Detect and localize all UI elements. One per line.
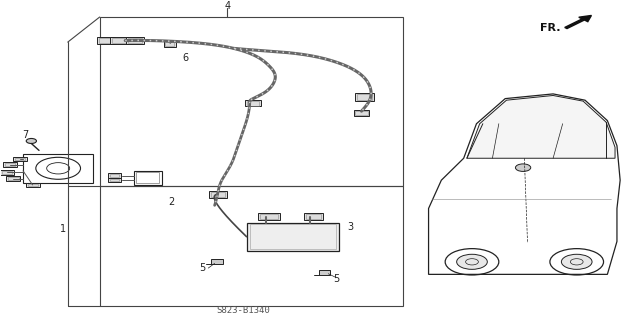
- FancyArrow shape: [564, 15, 591, 29]
- Text: 5: 5: [333, 274, 339, 284]
- Text: 1: 1: [60, 224, 67, 234]
- Text: S823-B1340: S823-B1340: [216, 306, 270, 315]
- Bar: [108, 178, 121, 182]
- Bar: [3, 162, 17, 167]
- Bar: [5, 163, 15, 166]
- Bar: [110, 179, 119, 181]
- Bar: [6, 176, 20, 181]
- Bar: [110, 174, 119, 177]
- Bar: [355, 111, 367, 115]
- Bar: [245, 100, 261, 107]
- Bar: [306, 214, 321, 219]
- Bar: [128, 38, 142, 43]
- Text: 5: 5: [199, 263, 205, 273]
- Bar: [357, 94, 372, 100]
- Bar: [13, 157, 27, 161]
- Bar: [112, 38, 126, 43]
- Text: 6: 6: [183, 53, 189, 63]
- Bar: [355, 93, 374, 101]
- Bar: [126, 37, 144, 44]
- Bar: [97, 37, 115, 44]
- Bar: [136, 172, 159, 183]
- Bar: [353, 110, 369, 116]
- Bar: [134, 171, 162, 185]
- Bar: [15, 158, 25, 160]
- Bar: [246, 223, 339, 251]
- Bar: [319, 270, 330, 275]
- Bar: [304, 213, 323, 220]
- Circle shape: [561, 254, 592, 269]
- Bar: [258, 213, 280, 220]
- Bar: [209, 191, 227, 198]
- Bar: [166, 42, 174, 46]
- Bar: [99, 38, 113, 43]
- Text: FR.: FR.: [540, 23, 561, 33]
- Bar: [108, 174, 121, 178]
- Bar: [0, 170, 14, 174]
- Bar: [164, 41, 176, 47]
- Circle shape: [515, 164, 531, 171]
- Text: 7: 7: [22, 130, 28, 140]
- Bar: [110, 37, 128, 44]
- Bar: [28, 184, 38, 186]
- Bar: [250, 224, 336, 249]
- Bar: [2, 171, 12, 174]
- Circle shape: [457, 254, 487, 269]
- Bar: [211, 259, 223, 264]
- Bar: [26, 183, 40, 187]
- Bar: [247, 101, 259, 106]
- Text: 3: 3: [348, 222, 354, 232]
- Bar: [8, 177, 19, 180]
- Text: 4: 4: [225, 1, 230, 11]
- Polygon shape: [467, 95, 615, 158]
- Bar: [211, 192, 225, 197]
- Bar: [260, 214, 278, 219]
- Text: 2: 2: [169, 197, 175, 207]
- Circle shape: [26, 138, 36, 144]
- Bar: [23, 153, 93, 183]
